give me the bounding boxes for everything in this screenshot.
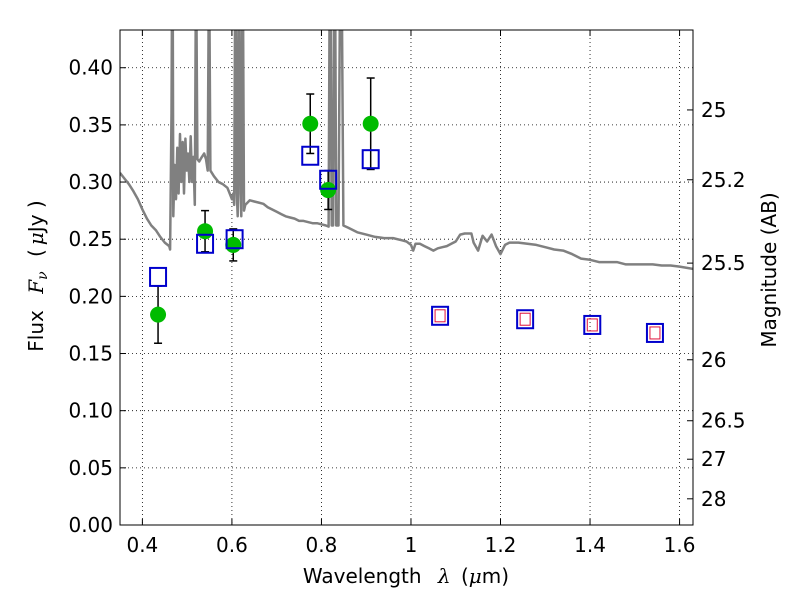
model-point	[361, 149, 380, 170]
x-tick-label: 1.4	[574, 533, 606, 557]
observed-point	[362, 115, 379, 132]
y-axis-label-unit-mu: μ	[24, 232, 48, 245]
x-axis-label-unit-rest: m)	[482, 564, 509, 588]
observed-point	[197, 223, 214, 240]
model-spectrum-line	[120, 30, 693, 271]
y-axis-label-symbol: F	[24, 279, 48, 295]
y-axis-label-unit-rest: Jy )	[24, 200, 48, 234]
x-tick-label: 0.8	[306, 533, 338, 557]
x-tick-label: 1.6	[664, 533, 696, 557]
observed-point	[225, 236, 242, 253]
model-inner-point	[434, 309, 446, 323]
x-axis-label: Wavelength λ (μm)	[303, 564, 509, 588]
y2-tick-label: 26.5	[701, 409, 746, 433]
model-inner-point	[586, 318, 598, 332]
y-tick-label: 0.40	[68, 56, 113, 80]
y-axis-label-prefix: Flux	[24, 310, 48, 352]
y-tick-label: 0.15	[68, 342, 113, 366]
y2-tick-label: 25	[701, 98, 726, 122]
model-point	[431, 305, 450, 326]
y2-axis-label: Magnitude (AB)	[757, 192, 781, 347]
y-axis-label: Flux Fν ( μJy )	[24, 200, 52, 351]
model-inner-point	[519, 312, 531, 326]
y-tick-label: 0.25	[68, 227, 113, 251]
observed-point	[302, 115, 319, 132]
x-axis-label-symbol: λ	[437, 564, 451, 588]
y2-tick-label: 28	[701, 487, 726, 511]
y2-tick-label: 25.5	[701, 251, 746, 275]
x-axis-label-unit-mu: μ	[469, 564, 482, 588]
model-photometry	[149, 145, 664, 343]
x-tick-label: 0.6	[216, 533, 248, 557]
y-tick-label: 0.05	[68, 456, 113, 480]
model-inner-point	[649, 326, 661, 340]
y2-tick-label: 27	[701, 447, 726, 471]
spectrum-layer	[120, 30, 693, 271]
model-point	[225, 229, 244, 250]
y-tick-label: 0.10	[68, 399, 113, 423]
y2-tick-label: 25.2	[701, 168, 746, 192]
y-tick-label: 0.30	[68, 170, 113, 194]
model-point	[196, 233, 215, 254]
x-tick-label: 1.2	[485, 533, 517, 557]
model-point	[583, 314, 602, 335]
model-point	[149, 266, 168, 287]
axis-ticks: 0.4 0.6 0.8 1 1.2 1.4 1.6 0.00 0.05 0.10 0.15 0.20 0…	[68, 30, 746, 557]
model-point	[516, 309, 535, 330]
y-axis-label-unit-open: (	[24, 249, 48, 257]
x-axis-label-prefix: Wavelength	[303, 564, 422, 588]
observed-point	[320, 182, 337, 199]
x-axis-label-unit-open: (	[461, 564, 469, 588]
y-axis-label-subscript: ν	[35, 271, 51, 280]
y-tick-label: 0.35	[68, 113, 113, 137]
observed-point	[150, 306, 167, 323]
grid-lines	[120, 30, 693, 526]
model-point	[319, 169, 338, 190]
y-tick-label: 0.00	[68, 513, 113, 537]
model-point	[301, 145, 320, 166]
y-tick-label: 0.20	[68, 284, 113, 308]
y2-tick-label: 26	[701, 348, 726, 372]
model-point	[645, 322, 664, 343]
plot-frame	[119, 29, 694, 526]
x-tick-label: 1	[405, 533, 418, 557]
x-tick-label: 0.4	[126, 533, 158, 557]
